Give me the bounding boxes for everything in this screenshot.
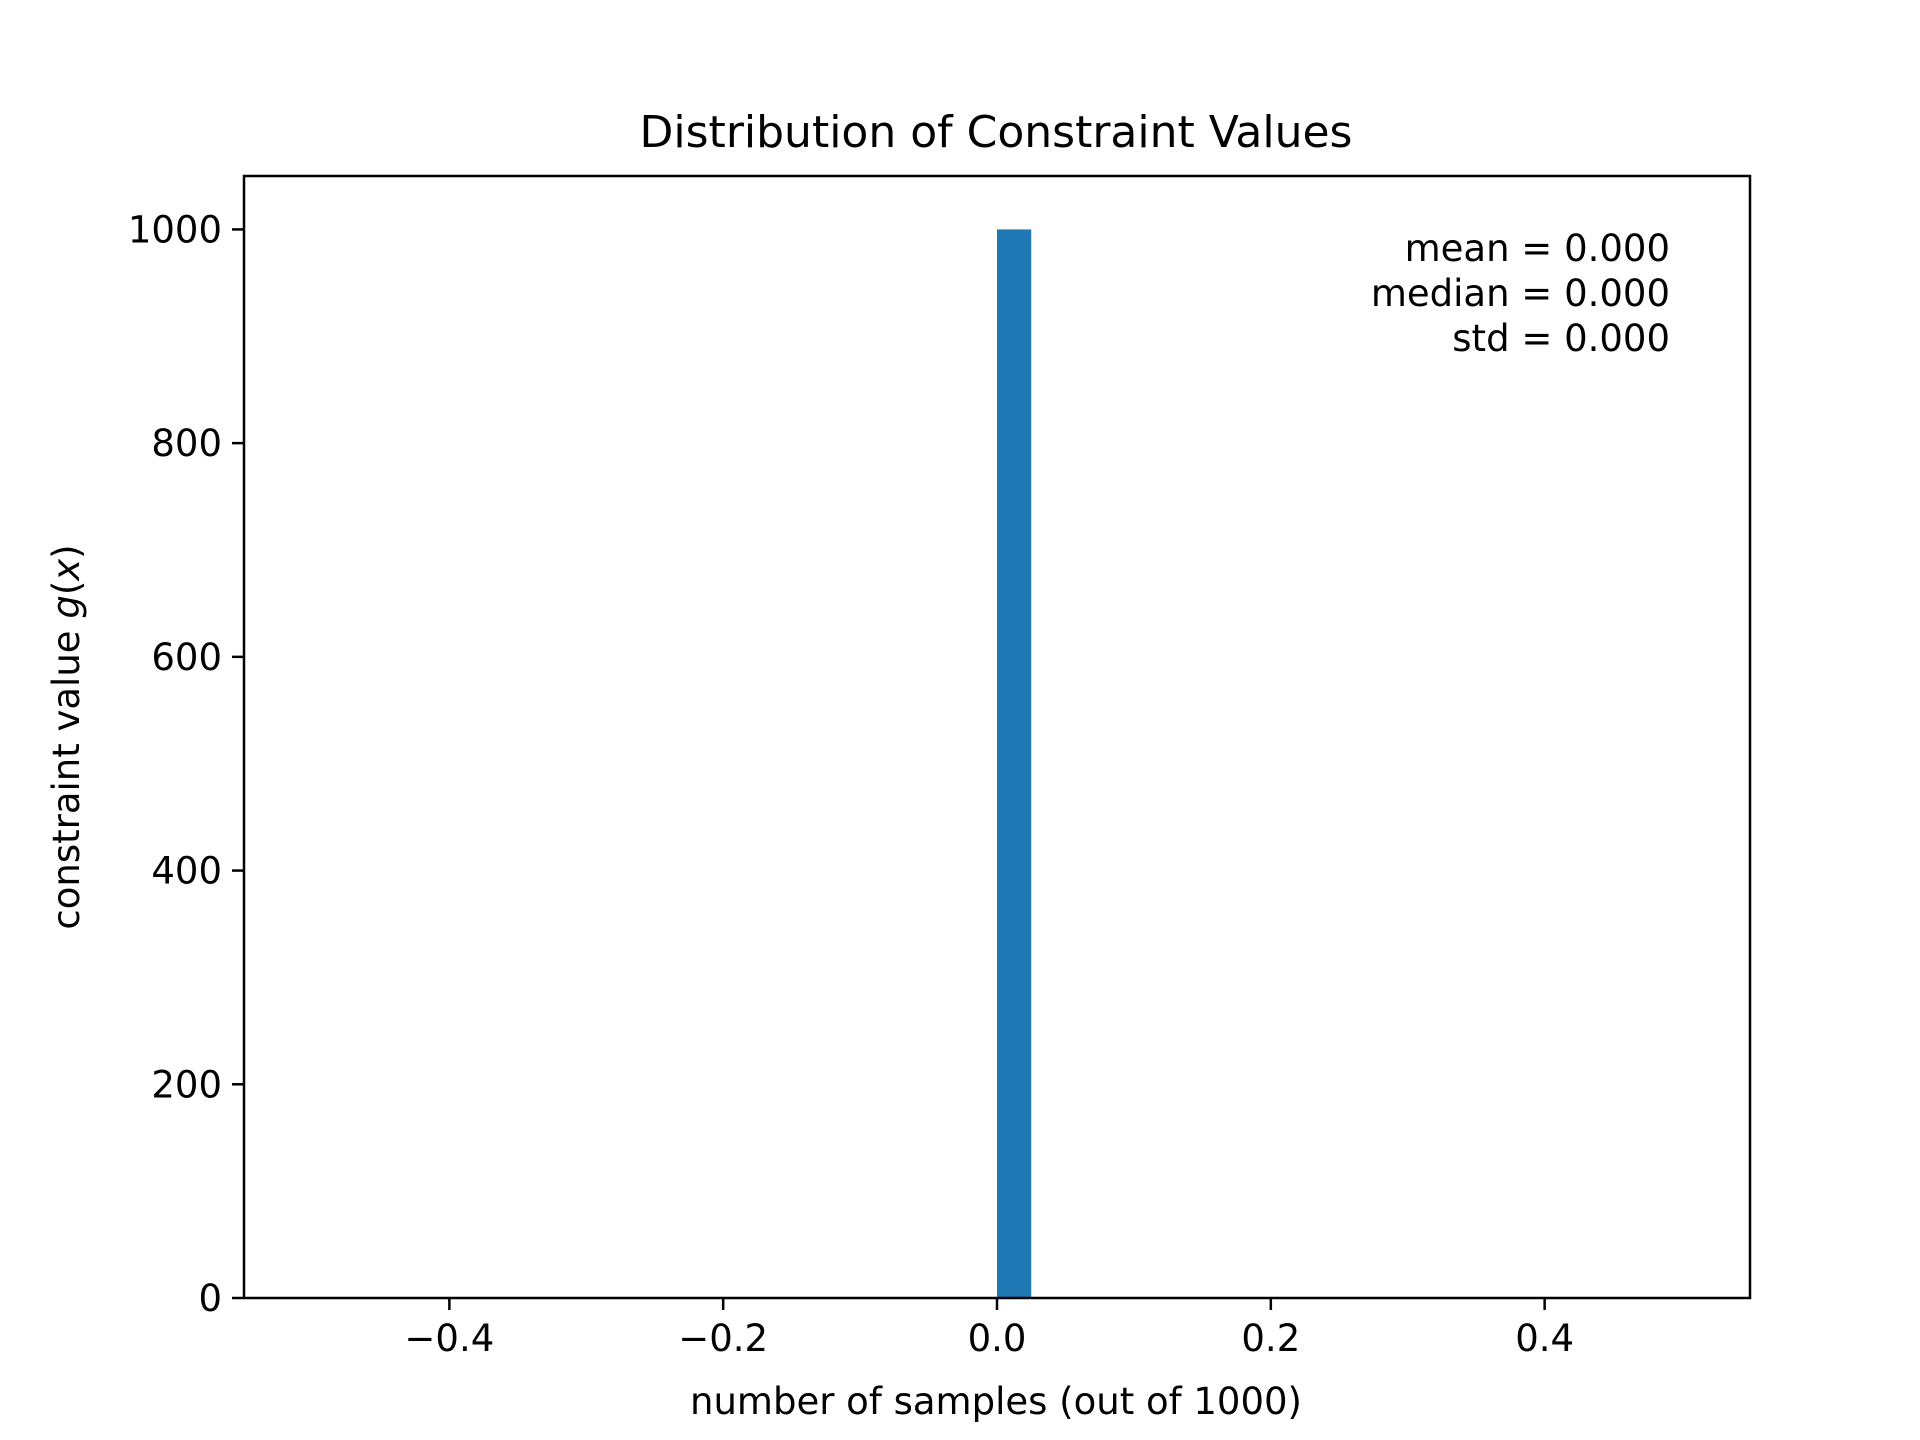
bars-group (997, 229, 1032, 1298)
stat-line-0: mean = 0.000 (1405, 227, 1670, 270)
x-axis-ticks: −0.4 −0.2 0.0 0.2 0.4 (404, 1298, 1574, 1360)
stat-line-1: median = 0.000 (1371, 272, 1670, 315)
y-tick-label-3: 600 (151, 636, 222, 679)
x-tick-label-2: 0.0 (968, 1317, 1027, 1360)
y-axis-ticks: 0 200 400 600 800 1000 (128, 208, 244, 1320)
y-tick-label-4: 800 (151, 422, 222, 465)
y-axis-label-math-g: g (45, 595, 88, 619)
y-tick-label-2: 400 (151, 850, 222, 893)
histogram-bar-0 (997, 229, 1032, 1298)
y-axis-label: constraint value g(x) (45, 544, 88, 929)
chart-title: Distribution of Constraint Values (640, 107, 1353, 158)
y-tick-label-5: 1000 (128, 208, 222, 251)
x-tick-label-1: −0.2 (678, 1317, 768, 1360)
x-axis-label: number of samples (out of 1000) (690, 1380, 1302, 1423)
x-tick-label-0: −0.4 (404, 1317, 494, 1360)
y-axis-label-paren-close: ) (45, 544, 88, 558)
x-tick-label-4: 0.4 (1515, 1317, 1574, 1360)
y-axis-label-text: constraint value (45, 619, 88, 930)
y-axis-label-math-x: x (45, 558, 88, 582)
x-tick-label-3: 0.2 (1241, 1317, 1300, 1360)
y-axis-label-paren-open: ( (45, 581, 88, 595)
y-tick-label-0: 0 (198, 1277, 222, 1320)
stat-line-2: std = 0.000 (1452, 317, 1670, 360)
y-tick-label-1: 200 (151, 1063, 222, 1106)
